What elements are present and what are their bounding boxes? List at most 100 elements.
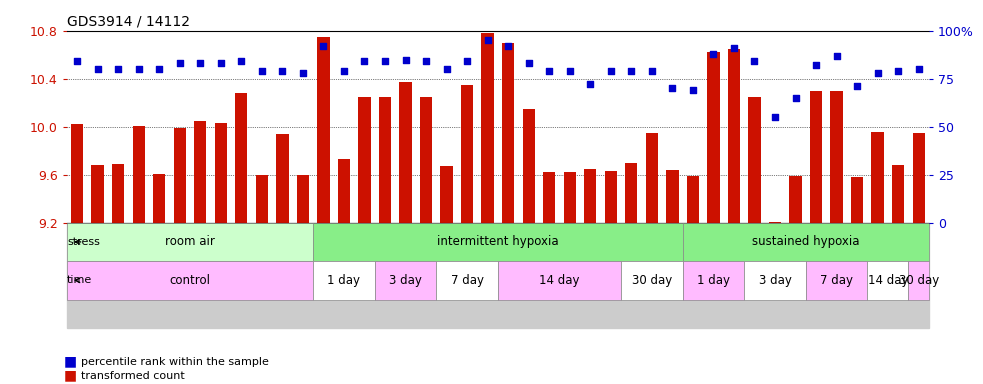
Bar: [687, 176, 699, 223]
Point: [316, 43, 331, 49]
Bar: [214, 123, 227, 223]
Point: [767, 114, 782, 120]
Bar: [543, 172, 555, 223]
Point: [500, 43, 516, 49]
Bar: [153, 174, 165, 223]
Point: [603, 68, 618, 74]
Text: sustained hypoxia: sustained hypoxia: [752, 235, 859, 248]
Bar: [831, 91, 842, 223]
Point: [89, 66, 105, 72]
Point: [233, 58, 249, 65]
Bar: [67, 223, 929, 328]
Bar: [621, 261, 682, 300]
Bar: [605, 171, 617, 223]
Point: [685, 87, 701, 93]
Point: [808, 62, 824, 68]
Text: percentile rank within the sample: percentile rank within the sample: [81, 357, 268, 367]
Bar: [256, 175, 268, 223]
Text: stress: stress: [67, 237, 100, 247]
Point: [254, 68, 269, 74]
Bar: [67, 223, 314, 261]
Bar: [748, 97, 761, 223]
Bar: [276, 134, 289, 223]
Text: GDS3914 / 14112: GDS3914 / 14112: [67, 14, 190, 28]
Point: [274, 68, 290, 74]
Point: [377, 58, 393, 65]
Point: [357, 58, 373, 65]
Bar: [235, 93, 248, 223]
Bar: [338, 159, 350, 223]
Point: [747, 58, 763, 65]
Bar: [318, 37, 329, 223]
Bar: [682, 261, 744, 300]
Point: [891, 68, 906, 74]
Text: control: control: [169, 274, 210, 287]
Text: 1 day: 1 day: [327, 274, 361, 287]
Point: [193, 60, 208, 66]
Bar: [497, 261, 621, 300]
Point: [151, 66, 167, 72]
Point: [418, 58, 434, 65]
Text: 14 day: 14 day: [540, 274, 580, 287]
Point: [582, 81, 598, 88]
Point: [69, 58, 85, 65]
Point: [398, 56, 414, 63]
Bar: [375, 261, 436, 300]
Bar: [112, 164, 124, 223]
Bar: [436, 261, 497, 300]
Point: [787, 95, 803, 101]
Bar: [420, 97, 433, 223]
Bar: [563, 172, 576, 223]
Point: [295, 70, 311, 76]
Point: [521, 60, 537, 66]
Text: 3 day: 3 day: [389, 274, 422, 287]
Text: time: time: [67, 275, 92, 285]
Point: [336, 68, 352, 74]
Point: [623, 68, 639, 74]
Text: 30 day: 30 day: [898, 274, 939, 287]
Bar: [851, 177, 863, 223]
Text: 3 day: 3 day: [759, 274, 791, 287]
Text: 30 day: 30 day: [632, 274, 672, 287]
Bar: [682, 223, 929, 261]
Point: [665, 85, 680, 91]
Point: [131, 66, 146, 72]
Text: room air: room air: [165, 235, 215, 248]
Bar: [727, 49, 740, 223]
Point: [829, 53, 844, 59]
Text: ■: ■: [64, 369, 77, 382]
Text: transformed count: transformed count: [81, 371, 185, 381]
Point: [726, 45, 742, 51]
Point: [480, 37, 495, 43]
Bar: [625, 163, 637, 223]
Text: 7 day: 7 day: [450, 274, 484, 287]
Bar: [133, 126, 145, 223]
Bar: [744, 261, 806, 300]
Text: 14 day: 14 day: [868, 274, 908, 287]
Point: [172, 60, 188, 66]
Point: [644, 68, 660, 74]
Bar: [502, 43, 514, 223]
Bar: [806, 261, 867, 300]
Text: ■: ■: [64, 355, 77, 369]
Text: 7 day: 7 day: [820, 274, 853, 287]
Bar: [666, 170, 678, 223]
Bar: [523, 109, 535, 223]
Point: [542, 68, 557, 74]
Text: 1 day: 1 day: [697, 274, 730, 287]
Bar: [482, 33, 493, 223]
Bar: [399, 82, 412, 223]
Bar: [769, 222, 781, 223]
Point: [911, 66, 927, 72]
Bar: [707, 52, 720, 223]
Bar: [359, 97, 371, 223]
Bar: [867, 261, 908, 300]
Bar: [646, 133, 658, 223]
Bar: [378, 97, 391, 223]
Bar: [872, 132, 884, 223]
Bar: [908, 261, 929, 300]
Bar: [461, 85, 473, 223]
Bar: [892, 165, 904, 223]
Bar: [810, 91, 822, 223]
Point: [438, 66, 454, 72]
